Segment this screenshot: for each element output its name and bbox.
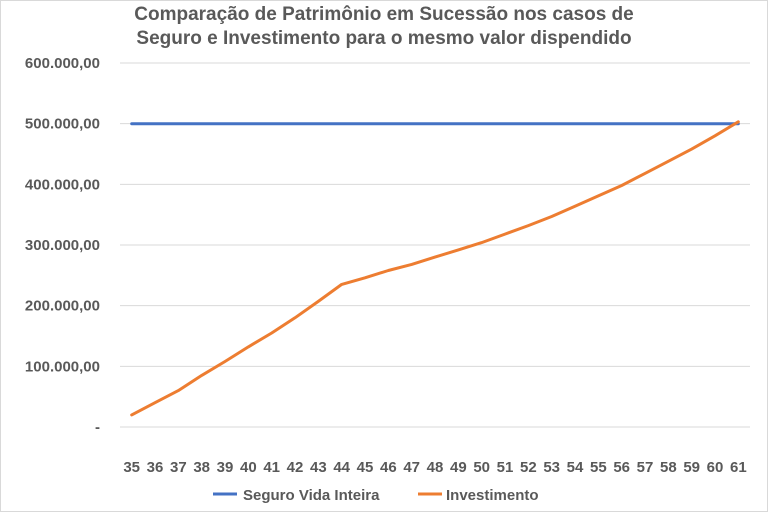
x-tick-label: 48 [427, 459, 444, 476]
y-tick-label: 300.000,00 [25, 237, 100, 254]
x-tick-label: 53 [543, 459, 560, 476]
x-tick-label: 35 [123, 459, 140, 476]
x-tick-label: 45 [357, 459, 374, 476]
x-tick-label: 37 [170, 459, 187, 476]
x-tick-label: 44 [333, 459, 350, 476]
y-tick-label: 400.000,00 [25, 176, 100, 193]
chart-title-line-2: Seguro e Investimento para o mesmo valor… [136, 28, 632, 49]
x-tick-label: 50 [473, 459, 490, 476]
gridlines [120, 62, 750, 428]
x-tick-label: 42 [287, 459, 304, 476]
legend-label: Investimento [446, 487, 539, 504]
x-tick-label: 40 [240, 459, 257, 476]
x-tick-label: 57 [637, 459, 654, 476]
x-tick-label: 43 [310, 459, 327, 476]
chart-title-line-1: Comparação de Patrimônio em Sucessão nos… [134, 4, 634, 25]
x-tick-label: 51 [497, 459, 514, 476]
x-tick-label: 56 [613, 459, 630, 476]
x-tick-label: 36 [147, 459, 164, 476]
x-tick-label: 61 [730, 459, 747, 476]
x-tick-label: 58 [660, 459, 677, 476]
x-tick-label: 46 [380, 459, 397, 476]
x-tick-label: 59 [683, 459, 700, 476]
legend: Seguro Vida Inteira Investimento [213, 487, 539, 504]
chart-title: Comparação de Patrimônio em Sucessão nos… [1, 3, 767, 51]
x-tick-label: 39 [217, 459, 234, 476]
y-tick-label: 100.000,00 [25, 358, 100, 375]
x-tick-label: 41 [263, 459, 280, 476]
y-tick-label: 600.000,00 [25, 55, 100, 72]
series-lines [130, 120, 740, 417]
x-tick-label: 47 [403, 459, 420, 476]
x-axis-tick-labels: 35 36 37 38 39 40 41 42 43 44 45 46 47 48 49 50 51 52 53 54… [123, 459, 746, 476]
x-tick-label: 52 [520, 459, 537, 476]
y-tick-label: - [95, 419, 100, 436]
y-tick-label: 200.000,00 [25, 298, 100, 315]
x-tick-label: 38 [193, 459, 210, 476]
y-tick-label: 500.000,00 [25, 116, 100, 133]
x-tick-label: 49 [450, 459, 467, 476]
y-axis-tick-labels: - 100.000,00 200.000,00 300.000,00 400.000,0… [25, 55, 100, 436]
legend-label: Seguro Vida Inteira [243, 487, 380, 504]
x-tick-label: 54 [567, 459, 584, 476]
x-tick-label: 60 [707, 459, 724, 476]
series-line-investimento [130, 120, 740, 417]
x-tick-label: 55 [590, 459, 607, 476]
